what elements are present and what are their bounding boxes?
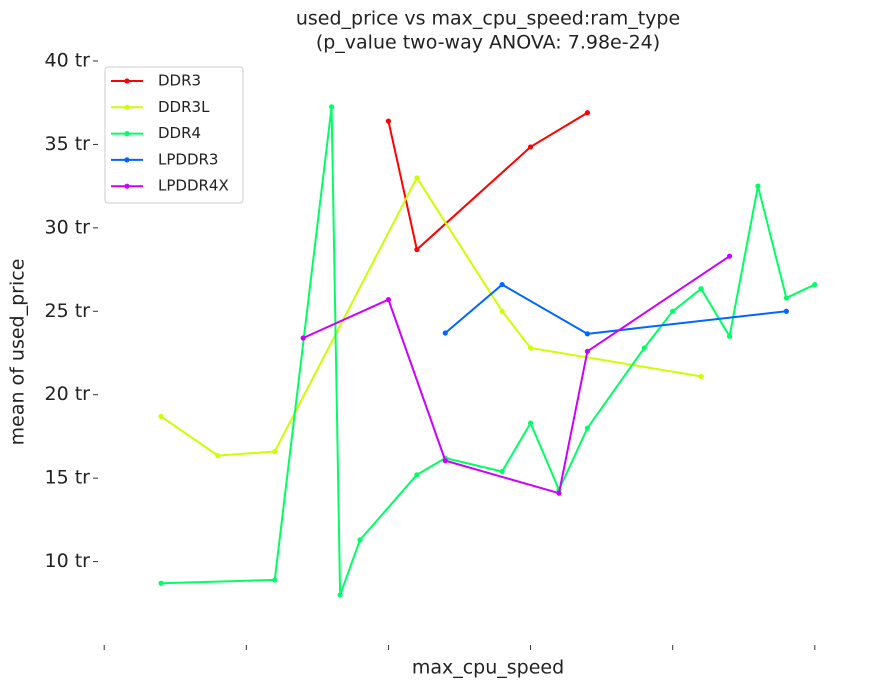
point — [414, 246, 420, 253]
series-line — [444, 283, 787, 335]
y-tick-label: 15 tr — [45, 467, 91, 489]
legend-label: DDR3L — [158, 98, 210, 116]
y-tick-label: 10 tr — [45, 550, 91, 572]
series-line — [387, 111, 588, 252]
point — [499, 281, 505, 288]
point — [755, 183, 761, 189]
legend-box — [104, 66, 244, 204]
point — [300, 335, 306, 341]
point — [812, 281, 818, 288]
point — [442, 458, 448, 464]
point — [442, 330, 448, 336]
legend-marker — [124, 104, 130, 110]
point — [726, 253, 733, 259]
point — [783, 308, 789, 314]
chart-title: used_price vs max_cpu_speed:ram_type — [296, 8, 680, 30]
point — [641, 345, 647, 351]
point — [556, 490, 562, 496]
series-line — [160, 175, 702, 457]
point — [527, 144, 534, 150]
point — [385, 118, 392, 124]
point — [584, 348, 591, 354]
point — [527, 345, 534, 351]
point — [584, 331, 591, 337]
legend-label: LPDDR3 — [158, 150, 218, 168]
point — [215, 453, 221, 459]
y-tick-label: 30 tr — [45, 216, 91, 238]
point — [357, 537, 363, 543]
legend-label: DDR3 — [158, 72, 201, 90]
series-line — [161, 106, 816, 596]
legend-label: LPDDR4X — [158, 177, 229, 195]
point — [328, 104, 335, 110]
point — [698, 373, 704, 379]
point — [499, 468, 505, 475]
y-tick-label: 25 tr — [45, 300, 91, 322]
y-tick-label: 40 tr — [45, 50, 91, 72]
chart-subtitle: (p_value two-way ANOVA: 7.98e-24) — [316, 32, 660, 54]
y-axis-label: mean of used_price — [7, 259, 29, 446]
point — [783, 295, 789, 301]
legend-marker — [124, 131, 130, 137]
point — [414, 175, 420, 181]
legend-label: DDR4 — [158, 124, 201, 142]
legend-marker — [124, 157, 130, 163]
point — [337, 592, 343, 598]
x-axis-label: max_cpu_speed — [412, 657, 564, 679]
y-tick-label: 20 tr — [45, 383, 91, 405]
point — [584, 425, 591, 431]
y-tick-label: 35 tr — [45, 133, 91, 155]
point — [385, 297, 392, 303]
point — [726, 333, 733, 339]
legend-marker — [124, 183, 130, 189]
point — [499, 308, 505, 314]
point — [414, 472, 420, 478]
point — [698, 286, 704, 292]
point — [158, 580, 164, 586]
point — [158, 413, 164, 420]
series-line — [302, 255, 731, 495]
point — [272, 448, 278, 455]
point — [527, 420, 534, 426]
point — [670, 308, 676, 314]
point — [584, 110, 591, 116]
legend-marker — [124, 78, 130, 84]
point — [272, 577, 278, 583]
